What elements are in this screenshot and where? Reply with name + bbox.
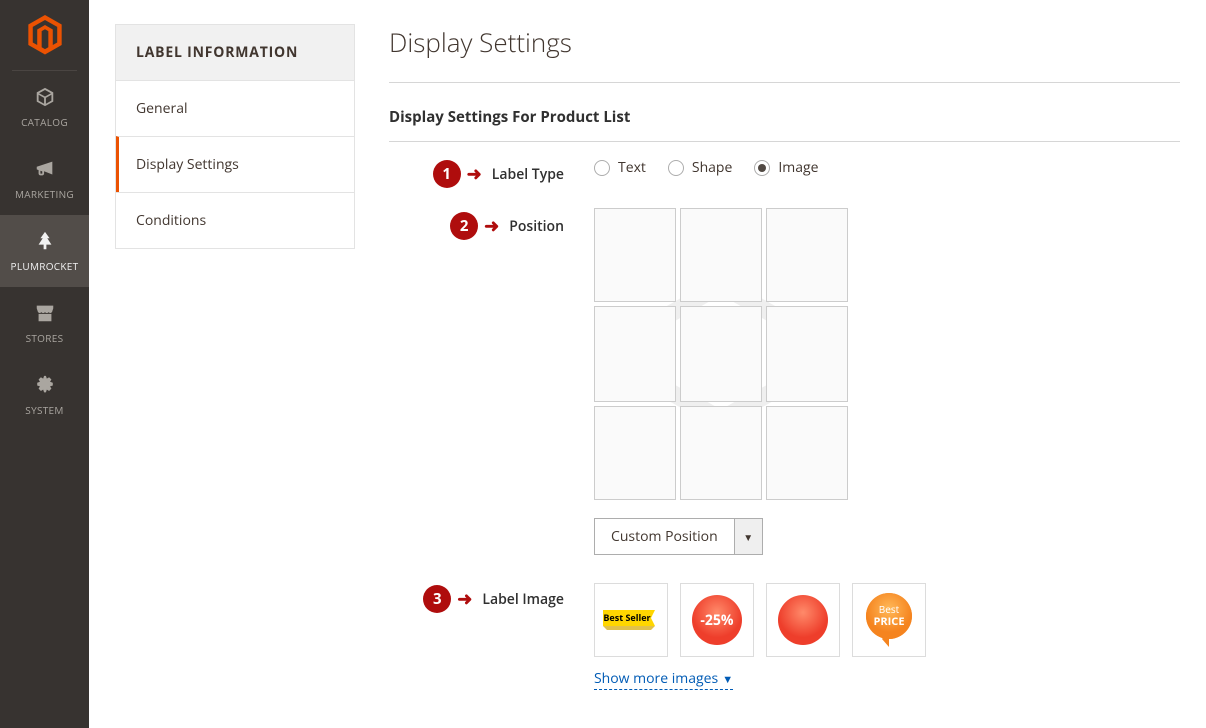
tabs-panel: LABEL INFORMATION General Display Settin… (115, 24, 355, 249)
position-cell-bl[interactable] (594, 406, 676, 500)
field-label-label-type: Label Type (492, 165, 564, 184)
label-type-radio-group: Text Shape Image (594, 158, 1180, 177)
arrow-right-icon: ➜ (467, 162, 482, 186)
dropdown-toggle[interactable]: ▼ (735, 518, 763, 555)
radio-option-shape[interactable]: Shape (668, 158, 732, 177)
position-cell-ml[interactable] (594, 306, 676, 402)
nav-item-label: PLUMROCKET (11, 259, 79, 273)
field-label-position: Position (509, 217, 564, 236)
radio-label: Text (618, 158, 646, 177)
position-grid (594, 208, 848, 500)
thumb-blank-circle[interactable] (766, 583, 840, 657)
position-cell-tr[interactable] (766, 208, 848, 302)
thumb-discount[interactable]: -25% (680, 583, 754, 657)
magento-logo[interactable] (0, 0, 89, 70)
nav-sidebar: CATALOG MARKETING PLUMROCKET STORES SYST… (0, 0, 89, 728)
show-more-images-link[interactable]: Show more images▼ (594, 669, 733, 690)
arrow-right-icon: ➜ (457, 587, 472, 611)
radio-label: Image (778, 158, 818, 177)
svg-text:-25%: -25% (700, 611, 734, 630)
nav-item-label: SYSTEM (25, 403, 63, 417)
position-cell-br[interactable] (766, 406, 848, 500)
nav-item-plumrocket[interactable]: PLUMROCKET (0, 215, 89, 287)
radio-option-text[interactable]: Text (594, 158, 646, 177)
annotation-badge-1: 1 (433, 160, 461, 188)
radio-icon (668, 160, 684, 176)
label-image-thumbs: Best Seller -25% (594, 583, 1180, 657)
arrow-right-icon: ➜ (484, 214, 499, 238)
radio-option-image[interactable]: Image (754, 158, 818, 177)
svg-text:PRICE: PRICE (874, 614, 905, 629)
radio-label: Shape (692, 158, 732, 177)
field-label-label-image: Label Image (482, 590, 564, 609)
nav-item-stores[interactable]: STORES (0, 287, 89, 359)
tab-display-settings[interactable]: Display Settings (116, 136, 354, 192)
position-cell-tc[interactable] (680, 208, 762, 302)
nav-item-label: CATALOG (21, 115, 68, 129)
radio-icon (754, 160, 770, 176)
nav-item-system[interactable]: SYSTEM (0, 359, 89, 431)
gear-icon (33, 373, 57, 397)
annotation-badge-3: 3 (423, 585, 451, 613)
tab-general[interactable]: General (116, 80, 354, 136)
storefront-icon (33, 301, 57, 325)
position-cell-tl[interactable] (594, 208, 676, 302)
tree-icon (33, 229, 57, 253)
nav-item-catalog[interactable]: CATALOG (0, 71, 89, 143)
position-cell-mr[interactable] (766, 306, 848, 402)
nav-item-label: STORES (26, 331, 64, 345)
svg-text:Best Seller: Best Seller (603, 611, 650, 624)
annotation-badge-2: 2 (450, 212, 478, 240)
position-cell-mc[interactable] (680, 306, 762, 402)
nav-item-label: MARKETING (15, 187, 74, 201)
tabs-header: LABEL INFORMATION (116, 25, 354, 80)
nav-item-marketing[interactable]: MARKETING (0, 143, 89, 215)
tab-conditions[interactable]: Conditions (116, 192, 354, 248)
radio-icon (594, 160, 610, 176)
chevron-down-icon: ▼ (722, 672, 733, 687)
page-title: Display Settings (389, 24, 1180, 83)
cube-icon (33, 85, 57, 109)
custom-position-label: Custom Position (594, 518, 735, 555)
subsection-title: Display Settings For Product List (389, 107, 1180, 142)
megaphone-icon (33, 157, 57, 181)
thumb-bestseller[interactable]: Best Seller (594, 583, 668, 657)
custom-position-select[interactable]: Custom Position ▼ (594, 518, 763, 555)
thumb-bestprice[interactable]: Best PRICE (852, 583, 926, 657)
position-cell-bc[interactable] (680, 406, 762, 500)
